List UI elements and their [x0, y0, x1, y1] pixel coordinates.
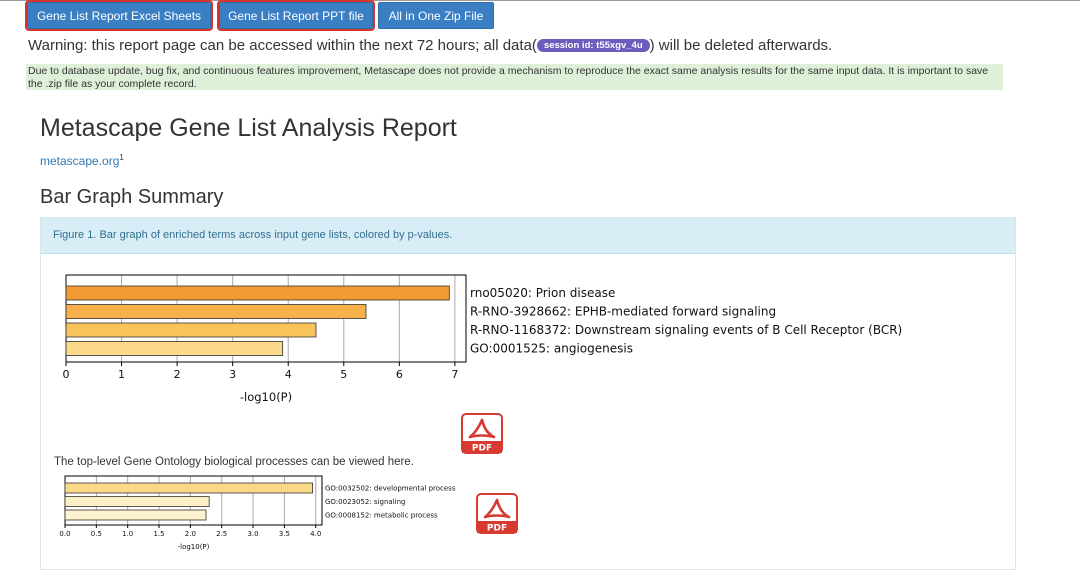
warning-text: Warning: this report page can be accesse… [28, 37, 832, 54]
x-tick-label: 1.5 [153, 530, 164, 538]
zip-file-button-label: All in One Zip File [388, 8, 484, 23]
warning-suffix: ) will be deleted afterwards. [649, 37, 833, 54]
x-tick-label: 0 [63, 368, 70, 381]
x-tick-label: 0.0 [59, 530, 70, 538]
go-processes-note: The top-level Gene Ontology biological p… [54, 456, 414, 468]
warning-prefix: Warning: this report page can be accesse… [28, 37, 537, 54]
pdf-label: PDF [487, 524, 507, 534]
ppt-file-button-label: Gene List Report PPT file [228, 8, 364, 23]
pdf-icon[interactable]: PDF [476, 493, 518, 534]
figure-panel: Figure 1. Bar graph of enriched terms ac… [40, 217, 1016, 570]
x-tick-label: 3.0 [247, 530, 258, 538]
top-border [0, 0, 1080, 1]
x-tick-label: 3.5 [279, 530, 290, 538]
bar [64, 496, 210, 507]
bar [65, 304, 367, 319]
footnote-marker: 1 [119, 153, 124, 162]
metascape-link[interactable]: metascape.org1 [40, 153, 124, 168]
bar [64, 509, 207, 521]
category-label: GO:0032502: developmental process [325, 484, 456, 492]
figure-caption: Figure 1. Bar graph of enriched terms ac… [41, 218, 1015, 254]
x-tick-label: 0.5 [91, 530, 102, 538]
report-title: Metascape Gene List Analysis Report [40, 114, 457, 142]
category-label: GO:0008152: metabolic process [325, 511, 438, 519]
category-label: GO:0001525: angiogenesis [470, 342, 633, 356]
section-title: Bar Graph Summary [40, 186, 224, 208]
x-tick-label: 5 [340, 368, 347, 381]
x-tick-label: 2 [174, 368, 181, 381]
x-axis-label: -log10(P) [178, 543, 210, 551]
x-tick-label: 7 [451, 368, 458, 381]
x-tick-label: 6 [396, 368, 403, 381]
bar-chart-go: GO:0032502: developmental process GO:0023… [59, 475, 456, 551]
x-axis-label: -log10(P) [240, 390, 292, 404]
excel-sheets-button[interactable]: Gene List Report Excel Sheets [25, 0, 213, 31]
bar-chart-main: rno05020: Prion disease R-RNO-3928662: EP… [63, 274, 902, 404]
zip-file-button[interactable]: All in One Zip File [378, 2, 494, 29]
x-tick-label: 2.0 [185, 530, 196, 538]
category-label: R-RNO-3928662: EPHB-mediated forward sig… [470, 305, 776, 319]
category-label: R-RNO-1168372: Downstream signaling even… [470, 323, 902, 337]
excel-sheets-button-label: Gene List Report Excel Sheets [36, 8, 202, 23]
pdf-label: PDF [472, 444, 492, 454]
bar [65, 322, 317, 338]
x-tick-label: 1 [118, 368, 125, 381]
metascape-link-text[interactable]: metascape.org [40, 154, 120, 168]
category-label: GO:0023052: signaling [325, 498, 405, 506]
bar [65, 285, 450, 301]
ppt-file-button[interactable]: Gene List Report PPT file [217, 0, 375, 31]
notice-box: Due to database update, bug fix, and con… [26, 64, 1003, 90]
x-tick-label: 3 [229, 368, 236, 381]
x-tick-label: 1.0 [122, 530, 133, 538]
x-tick-label: 4 [285, 368, 292, 381]
session-badge: session id: t55xgv_4u [536, 39, 650, 52]
x-tick-label: 4.0 [310, 530, 321, 538]
bar [64, 482, 313, 494]
pdf-icon[interactable]: PDF [461, 413, 503, 454]
x-tick-label: 2.5 [216, 530, 227, 538]
bar [65, 341, 284, 356]
category-label: rno05020: Prion disease [470, 286, 615, 300]
